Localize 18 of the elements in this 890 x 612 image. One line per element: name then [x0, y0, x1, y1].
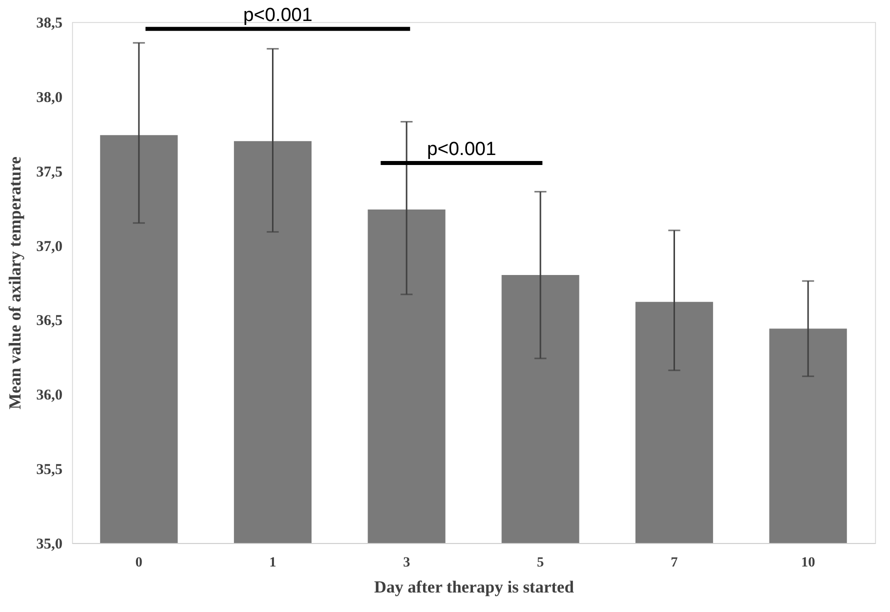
x-tick-label: 7 — [670, 556, 678, 570]
x-axis-title: Day after therapy is started — [374, 578, 574, 596]
y-tick-label: 38,5 — [36, 16, 62, 32]
y-tick-label: 37,0 — [36, 238, 62, 255]
x-tick-label: 3 — [403, 556, 410, 570]
y-tick-label: 37,5 — [36, 164, 62, 180]
x-tick-label: 10 — [801, 556, 816, 570]
annotation: p<0.001 — [426, 139, 496, 160]
x-tick-label: 1 — [269, 556, 276, 570]
x-tick-label: 0 — [135, 556, 142, 570]
y-tick-label: 35,5 — [36, 462, 62, 478]
y-tick-label: 36,0 — [36, 388, 62, 404]
annotation: p<0.001 — [243, 4, 312, 26]
y-tick-label: 38,0 — [36, 90, 62, 106]
y-tick-label: 35,0 — [36, 536, 62, 552]
x-tick-label: 5 — [536, 556, 544, 570]
y-axis-title: Mean value of axilary temperature — [5, 156, 24, 410]
y-tick-label: 36,5 — [36, 313, 62, 330]
